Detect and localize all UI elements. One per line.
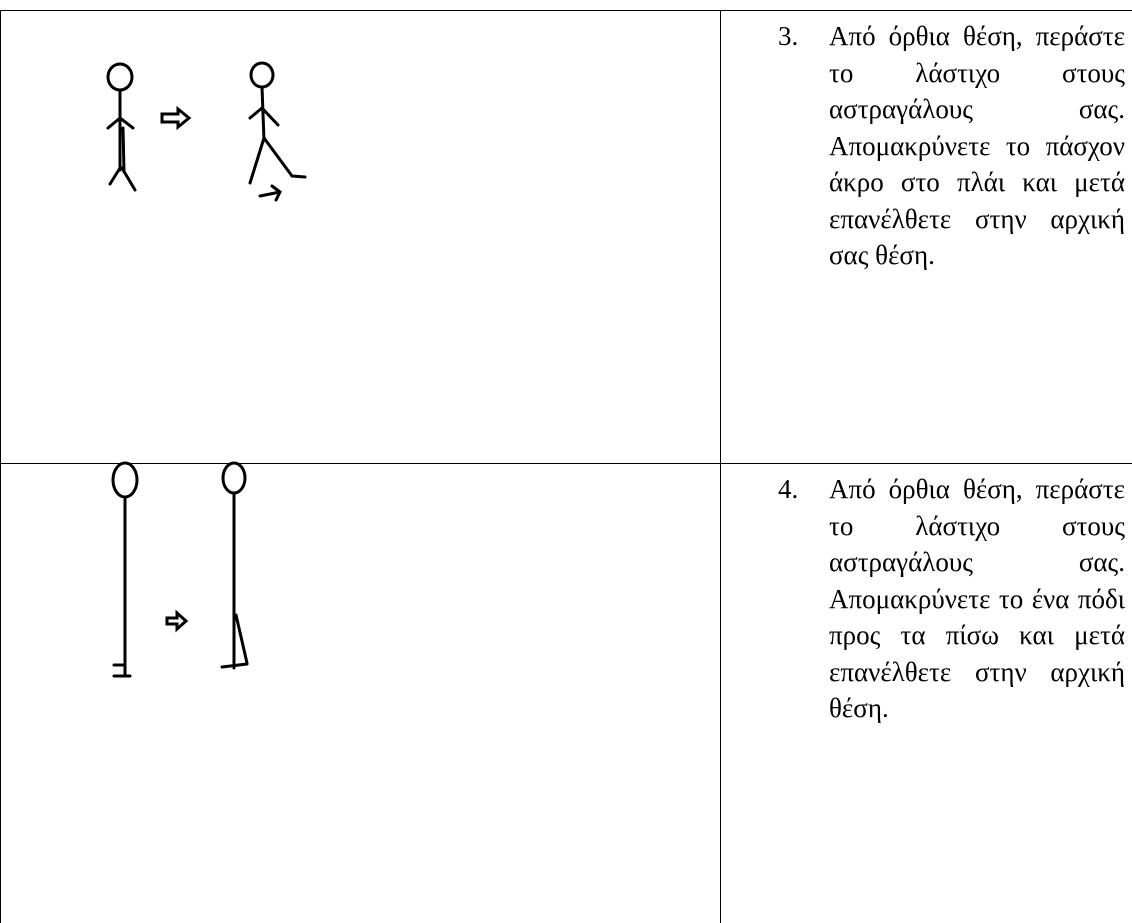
- item-text: Από όρθια θέση, περάστε το λάστιχο στους…: [829, 474, 1125, 723]
- exercise-4-figures: [111, 461, 249, 678]
- item-text: Από όρθια θέση, περάστε το λάστιχο στους…: [829, 21, 1125, 270]
- table-top-border: [0, 10, 1132, 11]
- exercise-illustrations: [106, 61, 307, 678]
- column-divider: [720, 10, 721, 923]
- item-number: 3.: [778, 21, 799, 51]
- table-left-border: [0, 10, 1, 923]
- row-divider: [0, 463, 1132, 464]
- exercise-3-figures: [106, 61, 307, 202]
- item-number: 4.: [778, 474, 799, 504]
